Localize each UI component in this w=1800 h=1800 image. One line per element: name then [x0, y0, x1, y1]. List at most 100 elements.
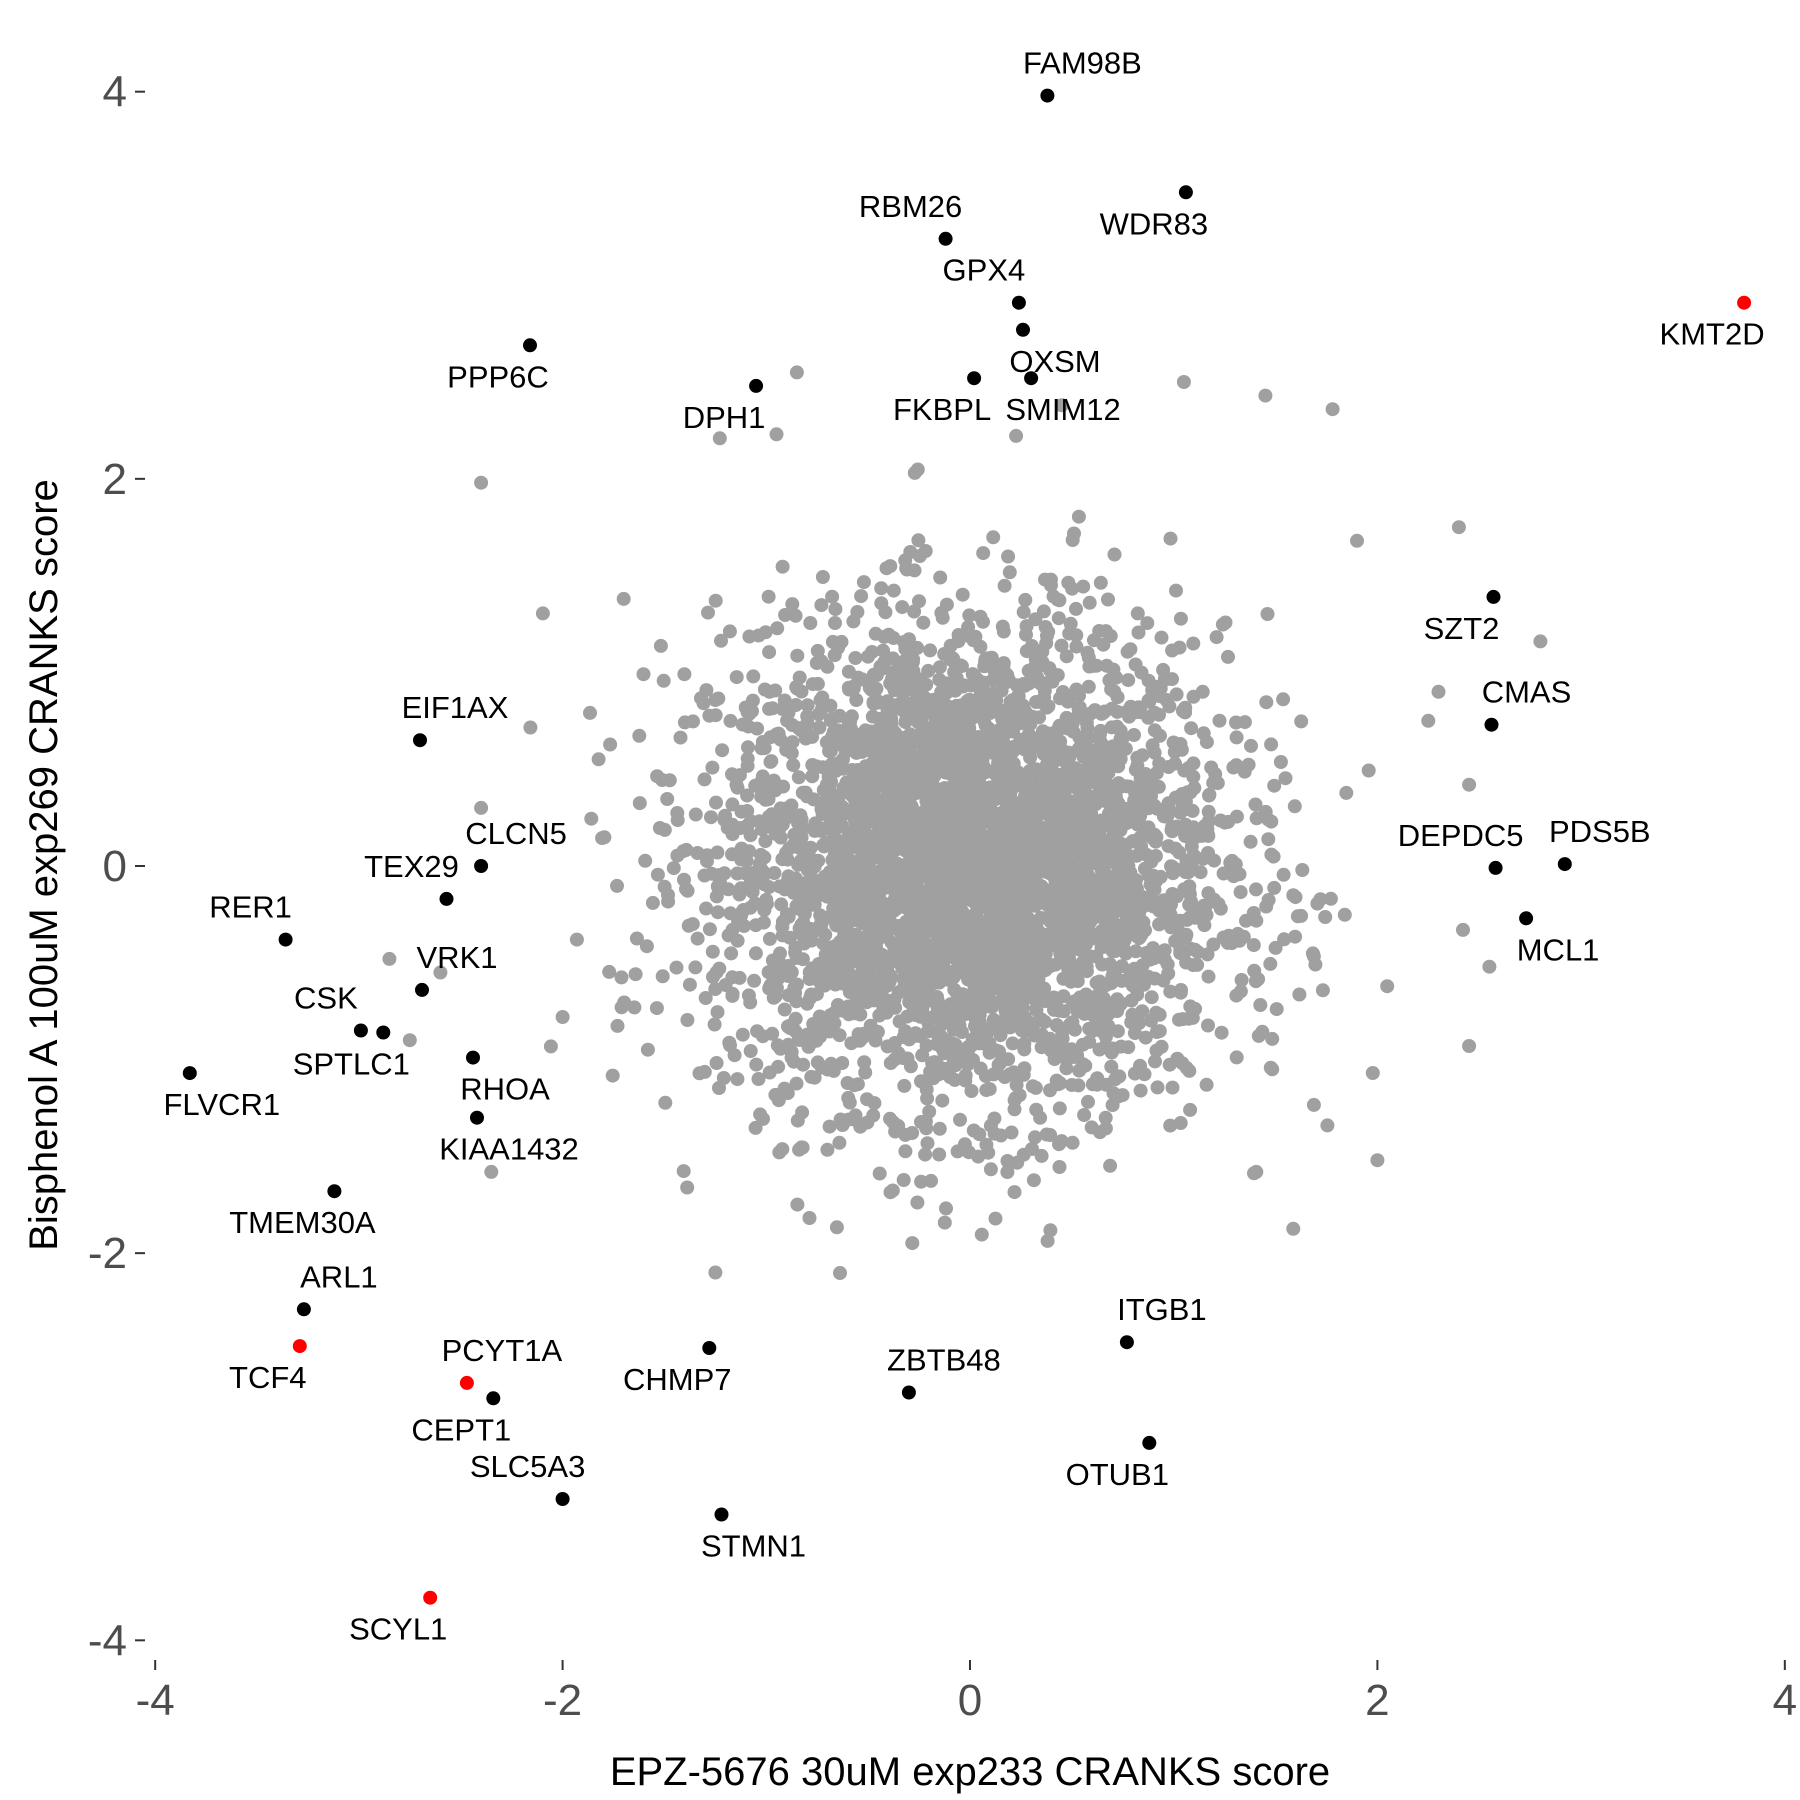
background-point [986, 530, 1001, 545]
background-point [1002, 916, 1017, 931]
background-point [1090, 747, 1105, 761]
background-point [864, 682, 879, 697]
label-pds5b: PDS5B [1549, 814, 1651, 849]
background-point [820, 1142, 835, 1157]
background-point [1264, 814, 1279, 829]
background-point [911, 920, 926, 935]
background-point [825, 853, 840, 868]
label-arl1: ARL1 [300, 1259, 378, 1294]
background-point [758, 625, 773, 640]
background-point [935, 610, 950, 625]
background-point [1053, 922, 1068, 937]
background-point [1136, 915, 1151, 930]
background-point [1067, 526, 1081, 541]
background-point [694, 691, 708, 706]
point-wdr83 [1178, 185, 1193, 200]
background-point [770, 1038, 785, 1053]
background-point [1092, 1042, 1107, 1057]
background-point [1135, 895, 1150, 910]
background-point [603, 737, 618, 752]
background-point [1105, 1098, 1120, 1113]
background-point [957, 943, 972, 958]
background-point [1229, 809, 1244, 824]
background-point [987, 811, 1002, 826]
background-point [866, 790, 881, 805]
background-point [1266, 849, 1281, 864]
background-point [704, 810, 718, 825]
background-point [762, 701, 777, 716]
background-point [676, 1164, 691, 1179]
background-point [904, 963, 919, 977]
background-point [874, 581, 889, 596]
background-point [833, 1266, 847, 1280]
background-point [1023, 717, 1038, 732]
background-point [1118, 919, 1133, 934]
background-point [927, 852, 942, 867]
background-point [1158, 809, 1173, 824]
background-point [1124, 1015, 1139, 1030]
background-point [993, 1128, 1008, 1143]
background-point [848, 1108, 863, 1123]
background-point [855, 744, 869, 759]
background-point [1112, 846, 1127, 861]
point-flvcr1 [182, 1066, 197, 1081]
background-point [943, 638, 958, 653]
background-point [965, 873, 980, 888]
background-point [1026, 740, 1041, 755]
background-point [988, 1211, 1003, 1226]
background-point [932, 1121, 947, 1136]
background-point [738, 717, 753, 732]
background-point [697, 772, 712, 787]
background-point [569, 932, 584, 947]
background-point [474, 475, 489, 490]
background-point [886, 803, 901, 818]
background-point [993, 1028, 1008, 1043]
background-point [1008, 853, 1023, 868]
background-point [1249, 882, 1263, 897]
background-point [666, 861, 681, 876]
background-point [1043, 663, 1058, 678]
background-point [1115, 959, 1129, 974]
background-point [885, 651, 900, 666]
x-tick-label: 4 [1773, 1676, 1797, 1725]
background-point [1142, 694, 1157, 709]
background-point [743, 995, 758, 1010]
background-point [1118, 946, 1133, 961]
background-point [1263, 956, 1278, 971]
background-point [810, 1055, 825, 1070]
background-point [1016, 1147, 1031, 1162]
background-point [902, 867, 917, 882]
background-point [702, 922, 717, 937]
background-point [851, 670, 866, 685]
background-point [974, 932, 989, 947]
background-point [1292, 987, 1307, 1002]
background-point [639, 939, 654, 954]
background-point [1001, 549, 1016, 564]
background-point [865, 851, 879, 866]
background-point [1110, 781, 1125, 796]
label-kiaa1432: KIAA1432 [439, 1132, 579, 1167]
background-point [898, 1127, 913, 1142]
background-point [1062, 805, 1077, 820]
background-point [610, 1018, 625, 1033]
background-point [705, 760, 720, 775]
background-point [1005, 741, 1020, 756]
background-point [730, 780, 745, 795]
background-point [1239, 913, 1253, 928]
background-point [841, 1090, 856, 1105]
background-point [1065, 857, 1079, 872]
background-point [911, 533, 926, 548]
background-point [887, 992, 902, 1007]
background-point [1306, 1097, 1321, 1112]
background-point [1140, 616, 1155, 631]
background-point [832, 1028, 847, 1043]
background-point [1169, 687, 1184, 702]
background-point [896, 1173, 911, 1187]
background-point [875, 965, 889, 980]
background-point [1186, 689, 1201, 704]
point-rbm26 [938, 231, 953, 246]
background-point [761, 589, 776, 604]
background-point [848, 651, 863, 665]
background-point [734, 881, 749, 896]
background-point [710, 1005, 725, 1020]
